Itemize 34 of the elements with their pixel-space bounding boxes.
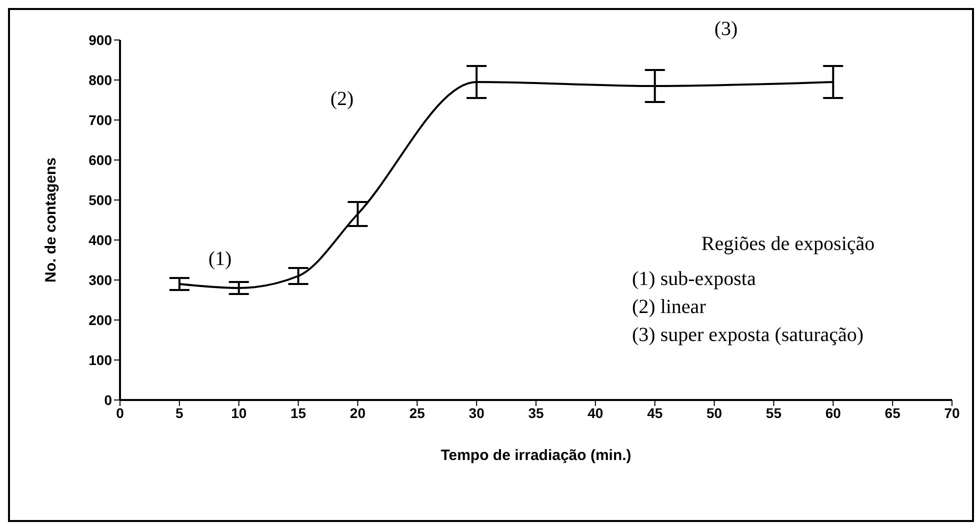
- y-tick-label: 900: [88, 32, 112, 48]
- x-tick-label: 55: [766, 404, 782, 421]
- annotation: (1) sub-exposta: [632, 268, 756, 290]
- x-tick-label: 45: [647, 404, 663, 421]
- x-tick-label: 30: [468, 404, 485, 421]
- x-tick-label: 40: [588, 404, 604, 421]
- x-tick-label: 0: [116, 404, 124, 421]
- y-tick-label: 800: [88, 72, 112, 88]
- y-tick-label: 200: [88, 312, 112, 328]
- x-tick-label: 10: [231, 404, 247, 421]
- y-tick-label: 400: [88, 232, 112, 248]
- x-tick-label: 60: [825, 404, 842, 421]
- x-tick-label: 5: [176, 404, 184, 421]
- y-tick-label: 300: [88, 272, 112, 288]
- annotation: (1): [208, 248, 232, 270]
- x-tick-label: 70: [944, 404, 960, 421]
- x-tick-label: 20: [350, 404, 366, 421]
- annotation: Regiões de exposição: [701, 233, 875, 255]
- annotation: (3) super exposta (saturação): [632, 324, 864, 346]
- x-tick-label: 50: [706, 404, 722, 421]
- x-axis-title: Tempo de irradiação (min.): [440, 447, 632, 464]
- y-tick-label: 500: [88, 192, 112, 208]
- y-tick-label: 700: [88, 112, 112, 128]
- annotation: (2) linear: [632, 296, 706, 318]
- x-tick-label: 65: [884, 404, 901, 421]
- x-tick-label: 35: [528, 404, 544, 421]
- annotation: (2): [330, 88, 354, 110]
- y-tick-label: 600: [88, 152, 112, 168]
- annotation: (3): [714, 18, 738, 40]
- y-axis-title: No. de contagens: [42, 157, 60, 283]
- x-tick-label: 15: [290, 404, 306, 421]
- y-tick-label: 0: [104, 392, 112, 408]
- y-tick-label: 100: [88, 352, 112, 368]
- x-tick-label: 25: [409, 404, 426, 421]
